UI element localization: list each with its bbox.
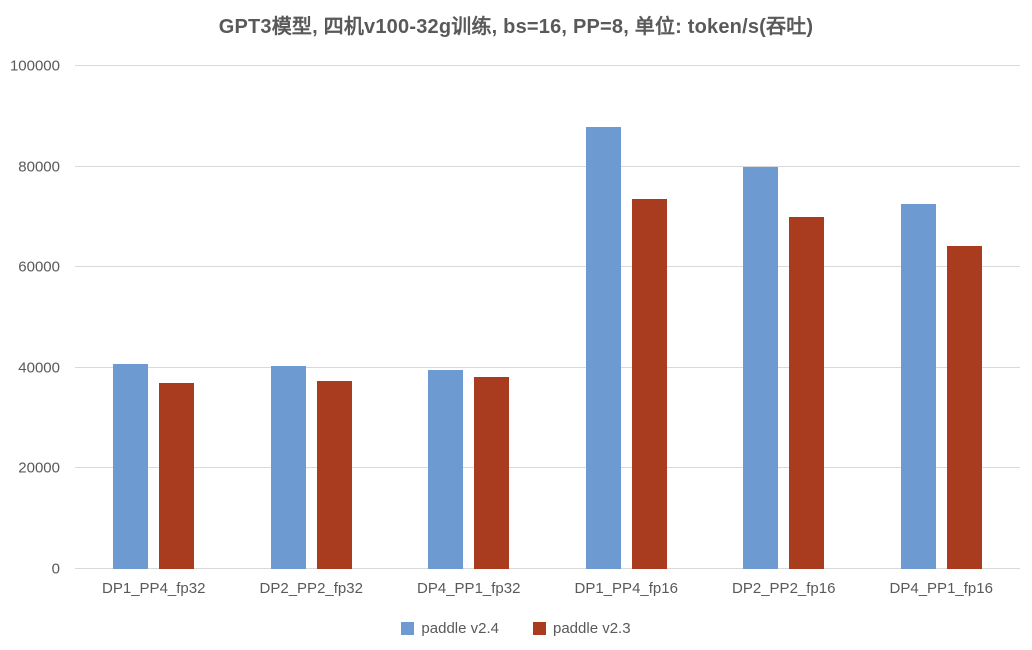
plot-area bbox=[75, 65, 1020, 569]
legend-item-paddle-v2-4: paddle v2.4 bbox=[401, 620, 499, 637]
gridline bbox=[75, 65, 1020, 66]
bar-paddle-v2-4-dp2-pp2-fp32 bbox=[270, 365, 306, 569]
bar-group-dp2-pp2-fp16 bbox=[705, 66, 863, 569]
y-axis-tick-label: 80000 bbox=[18, 158, 60, 176]
bar-paddle-v2-3-dp2-pp2-fp32 bbox=[316, 380, 352, 569]
bar-paddle-v2-3-dp4-pp1-fp16 bbox=[946, 245, 982, 569]
x-axis: DP1_PP4_fp32 DP2_PP2_fp32 DP4_PP1_fp32 DP1_… bbox=[75, 580, 1020, 597]
bar-paddle-v2-3-dp1-pp4-fp16 bbox=[631, 199, 667, 569]
x-axis-label-dp1-pp4-fp32: DP1_PP4_fp32 bbox=[102, 580, 206, 597]
bar-paddle-v2-3-dp1-pp4-fp32 bbox=[159, 382, 195, 569]
y-axis-tick-label: 0 bbox=[51, 560, 60, 578]
gridline bbox=[75, 366, 1020, 368]
legend-label: paddle v2.3 bbox=[553, 620, 631, 637]
legend-label: paddle v2.4 bbox=[421, 620, 499, 637]
y-axis-tick-label: 100000 bbox=[9, 57, 60, 75]
bar-paddle-v2-3-dp4-pp1-fp32 bbox=[474, 376, 510, 569]
y-axis: 0 20000 40000 60000 80000 100000 bbox=[0, 58, 60, 578]
x-axis-label-dp4-pp1-fp32: DP4_PP1_fp32 bbox=[417, 580, 521, 597]
y-axis-tick-label: 40000 bbox=[18, 359, 60, 377]
bar-paddle-v2-3-dp2-pp2-fp16 bbox=[789, 216, 825, 569]
legend-swatch-icon bbox=[401, 622, 415, 635]
x-axis-label-dp2-pp2-fp32: DP2_PP2_fp32 bbox=[259, 580, 363, 597]
legend-swatch-icon bbox=[533, 622, 546, 635]
bar-group-dp1-pp4-fp32 bbox=[75, 66, 233, 569]
x-axis-label-dp2-pp2-fp16: DP2_PP2_fp16 bbox=[732, 580, 836, 597]
bar-paddle-v2-4-dp1-pp4-fp32 bbox=[113, 364, 149, 569]
bar-group-dp2-pp2-fp32 bbox=[233, 66, 391, 569]
chart-title: GPT3模型, 四机v100-32g训练, bs=16, PP=8, 单位: t… bbox=[218, 16, 814, 38]
x-axis-label-dp1-pp4-fp16: DP1_PP4_fp16 bbox=[574, 580, 678, 597]
x-axis-label-dp4-pp1-fp16: DP4_PP1_fp16 bbox=[889, 580, 993, 597]
bar-paddle-v2-4-dp2-pp2-fp16 bbox=[743, 167, 779, 569]
y-axis-tick-label: 60000 bbox=[18, 258, 60, 276]
legend-item-paddle-v2-3: paddle v2.3 bbox=[533, 620, 631, 637]
bar-paddle-v2-4-dp4-pp1-fp32 bbox=[428, 369, 464, 569]
gridline bbox=[75, 165, 1020, 167]
bar-group-dp1-pp4-fp16 bbox=[548, 66, 706, 569]
y-axis-tick-label: 20000 bbox=[18, 459, 60, 477]
bar-group-dp4-pp1-fp32 bbox=[390, 66, 548, 569]
bar-paddle-v2-4-dp4-pp1-fp16 bbox=[900, 204, 936, 569]
gridline bbox=[75, 568, 1020, 569]
bars-row bbox=[75, 66, 1020, 569]
gridline bbox=[75, 467, 1020, 469]
gridline bbox=[75, 266, 1020, 268]
bar-paddle-v2-4-dp1-pp4-fp16 bbox=[585, 126, 621, 569]
bar-group-dp4-pp1-fp16 bbox=[863, 66, 1021, 569]
legend: paddle v2.4 paddle v2.3 bbox=[0, 620, 1032, 637]
